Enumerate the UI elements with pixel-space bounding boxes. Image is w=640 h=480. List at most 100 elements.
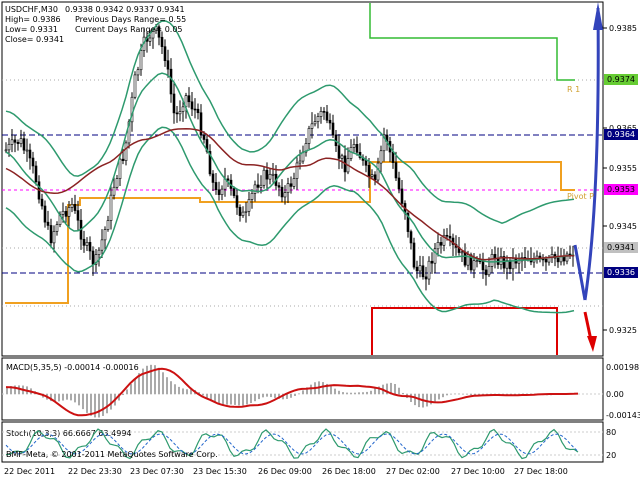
price-tick-label: 0.9345 [609, 222, 637, 231]
macd-bar [298, 393, 300, 394]
price-tick-label: 0.9385 [609, 24, 637, 33]
macd-bar [510, 394, 512, 395]
candle-body [46, 221, 50, 226]
time-label: 23 Dec 15:30 [193, 467, 247, 476]
candle-body [73, 204, 77, 211]
macd-bar [274, 394, 276, 398]
macd-bar [418, 394, 420, 408]
forecast-line [573, 244, 587, 301]
macd-bar [138, 373, 140, 394]
price-label-text: 0.9353 [607, 185, 635, 194]
macd-bar [82, 394, 84, 410]
forecast-line [583, 7, 600, 301]
macd-bar [370, 390, 372, 394]
macd-bar [286, 394, 288, 399]
macd-bar [430, 394, 432, 405]
candle-body [238, 207, 242, 216]
candle-body [439, 242, 443, 246]
time-label: 22 Dec 2011 [4, 467, 55, 476]
candle-body [112, 186, 116, 196]
macd-bar [354, 392, 356, 394]
candle-body [397, 177, 401, 190]
macd-bar [186, 389, 188, 394]
price-tick-label: 0.9325 [609, 326, 637, 335]
forecast-arrow-icon [593, 2, 603, 30]
macd-bar [242, 394, 244, 406]
macd-bar [54, 394, 56, 402]
candle-body [55, 224, 59, 232]
candle-body [415, 266, 419, 272]
candle-body [295, 162, 299, 179]
candle-body [442, 234, 446, 246]
candle-body [34, 165, 38, 183]
pivot-label: Pivot P [567, 192, 594, 201]
candle-body [517, 260, 521, 264]
macd-bar [522, 393, 524, 395]
time-label: 23 Dec 07:30 [130, 467, 184, 476]
candle-body [22, 138, 26, 151]
macd-bar [246, 394, 248, 405]
price-label-bg [604, 184, 638, 195]
stoch-signal-line [5, 433, 579, 455]
candle-body [67, 207, 71, 217]
candle-body [190, 101, 194, 110]
macd-bar [290, 394, 292, 398]
time-label: 26 Dec 18:00 [322, 467, 376, 476]
candle-body [268, 174, 272, 180]
candle-body [436, 242, 440, 250]
macd-bar [142, 368, 144, 394]
candle-body [487, 266, 491, 276]
macd-bar [402, 392, 404, 394]
candle-body [178, 111, 182, 115]
macd-bar [258, 394, 260, 400]
time-axis: 22 Dec 2011 22 Dec 23:30 23 Dec 07:30 23… [4, 467, 568, 476]
s1-level-line [371, 307, 558, 355]
macd-tick-label: 0.00 [606, 390, 624, 399]
macd-bar [110, 394, 112, 410]
bollinger-middle-band [5, 72, 575, 263]
candle-body [298, 160, 302, 164]
macd-bar [442, 394, 444, 398]
bollinger-upper-band [5, 20, 575, 225]
macd-bar [390, 382, 392, 394]
price-label-text: 0.9374 [607, 75, 635, 84]
main-price-pane[interactable] [1, 1, 604, 357]
macd-bar [466, 394, 468, 395]
r1-label: R 1 [567, 85, 580, 94]
macd-bar [398, 387, 400, 394]
macd-bar [330, 386, 332, 394]
candle-body [70, 204, 74, 208]
macd-bar [230, 394, 232, 405]
candle-body [418, 265, 422, 272]
price-label-text: 0.9341 [607, 243, 635, 252]
macd-bar [58, 394, 60, 402]
candle-body [115, 178, 119, 188]
macd-signal-line [5, 367, 579, 417]
candle-body [382, 134, 386, 152]
macd-bar [234, 394, 236, 405]
price-axis: 0.9385 0.9365 0.9355 0.9345 0.9325 [603, 24, 637, 335]
candle-body [328, 119, 332, 124]
macd-bar [94, 394, 96, 418]
macd-bar [210, 394, 212, 402]
candle-body [412, 242, 416, 268]
candle-body [28, 149, 32, 159]
macd-bar [86, 394, 88, 413]
candle-body [370, 174, 374, 177]
candle-body [85, 242, 89, 246]
symbol-timeframe: USDCHF,M30 [5, 5, 58, 14]
candle-body [208, 151, 212, 175]
macd-bar [10, 386, 12, 394]
candle-body [433, 248, 437, 264]
candle-body [325, 111, 329, 121]
candle-body [250, 193, 254, 200]
candle-body [424, 276, 428, 280]
macd-bar [506, 394, 508, 395]
macd-bar [350, 392, 352, 394]
candle-body [100, 239, 104, 251]
candle-body [13, 139, 17, 143]
candle-body [97, 249, 101, 255]
pivot-level-line [5, 161, 575, 304]
macd-bar [102, 394, 104, 416]
